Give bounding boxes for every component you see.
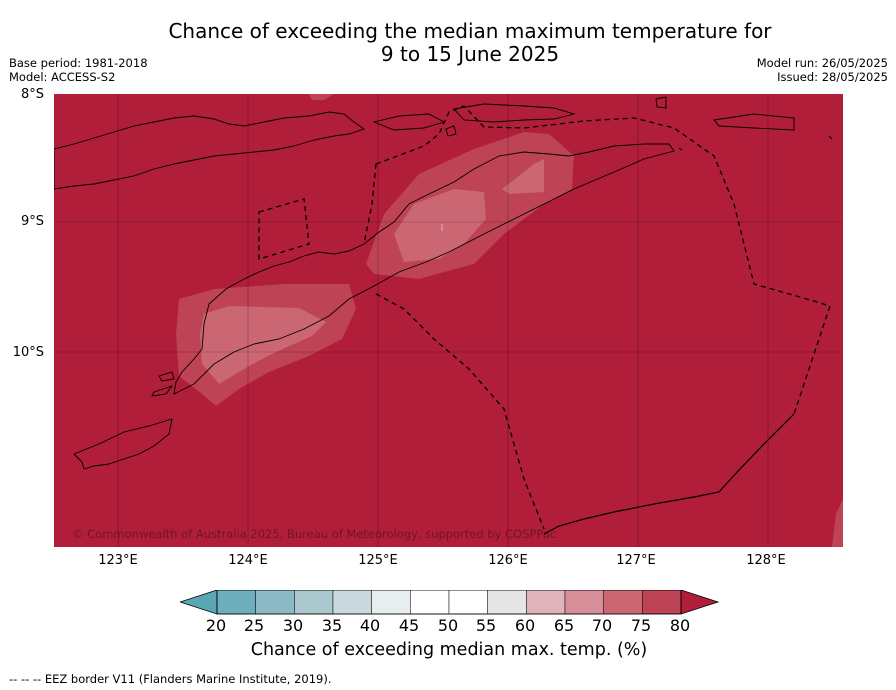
contour-70-75-east [394, 189, 486, 262]
contour-70-75 [200, 306, 326, 384]
colorbar-tick: 80 [669, 616, 691, 635]
lon-label-127e: 127°E [616, 553, 656, 568]
colorbar-tick: 70 [591, 616, 613, 635]
colorbar-cell [487, 590, 527, 615]
lon-label-128e: 128°E [746, 553, 786, 568]
coast-sumba [73, 418, 173, 470]
lat-label-9s: 9°S [20, 214, 44, 229]
lon-label-124e: 124°E [228, 553, 268, 568]
coast-atauro [445, 125, 457, 137]
contour-70-75-tiny [441, 224, 443, 231]
colorbar [180, 590, 720, 615]
eez-footnote: -- -- -- EEZ border V11 (Flanders Marine… [9, 672, 332, 686]
eez-borders [258, 105, 831, 530]
colorbar-title: Chance of exceeding median max. temp. (%… [250, 640, 648, 660]
colorbar-extend-low [180, 590, 218, 615]
coast-timor [173, 143, 675, 395]
coast-wetar [453, 103, 576, 123]
lon-label-125e: 125°E [358, 553, 398, 568]
coast-jaco [678, 147, 683, 151]
colorbar-outline [216, 590, 682, 615]
eez-solid-east [543, 413, 795, 535]
coast-leti [713, 113, 795, 131]
lon-label-126e: 126°E [488, 553, 528, 568]
coast-flores [54, 111, 365, 190]
colorbar-tick: 30 [282, 616, 304, 635]
colorbar-cells [180, 590, 720, 615]
colorbar-tick: 75 [630, 616, 652, 635]
colorbar-cell [332, 590, 372, 615]
eez-south [375, 293, 545, 530]
colorbar-cell [564, 590, 604, 615]
map-panel: © Commonwealth of Australia 2025, Bureau… [54, 94, 843, 547]
colorbar-cell [371, 590, 411, 615]
colorbar-tick: 20 [205, 616, 227, 635]
coast-semau [158, 371, 175, 382]
meta-right: Model run: 26/05/2025 Issued: 28/05/2025 [757, 56, 888, 84]
colorbar-tick: 55 [475, 616, 497, 635]
title-line-2: 9 to 15 June 2025 [380, 42, 560, 66]
colorbar-tick: 45 [398, 616, 420, 635]
eez-north [375, 105, 831, 307]
lat-label-8s: 8°S [20, 87, 44, 102]
colorbar-cell [448, 590, 488, 615]
lat-label-10s: 10°S [12, 345, 44, 360]
contour-top-sliver [309, 94, 334, 100]
colorbar-tick: 35 [321, 616, 343, 635]
colorbar-tick: 65 [553, 616, 575, 635]
colorbar-cell [642, 590, 682, 615]
map-svg: © Commonwealth of Australia 2025, Bureau… [54, 94, 843, 547]
chart-title: Chance of exceeding the median maximum t… [0, 20, 896, 66]
title-line-1: Chance of exceeding the median maximum t… [168, 19, 772, 43]
colorbar-tick: 40 [359, 616, 381, 635]
colorbar-cell [410, 590, 450, 615]
model-name: Model: ACCESS-S2 [9, 70, 116, 84]
colorbar-cell [526, 590, 566, 615]
contour-70-75-ne [502, 159, 544, 194]
coast-kisar [655, 96, 667, 109]
copyright-text: © Commonwealth of Australia 2025, Bureau… [72, 527, 556, 541]
coast-rote [151, 385, 174, 397]
graticule [54, 94, 843, 547]
colorbar-tick: 50 [437, 616, 459, 635]
meta-left: Base period: 1981-2018 Model: ACCESS-S2 [9, 56, 148, 84]
colorbar-tick: 25 [243, 616, 265, 635]
lon-label-123e: 123°E [98, 553, 138, 568]
colorbar-cell [603, 590, 643, 615]
eez-east [793, 305, 831, 415]
eez-west [363, 163, 377, 245]
contour-far-se [832, 499, 843, 547]
colorbar-cell [255, 590, 295, 615]
colorbar-cell [294, 590, 334, 615]
issued-date: Issued: 28/05/2025 [777, 70, 888, 84]
colorbar-extend-high [680, 590, 720, 615]
coast-ne-pt [828, 135, 833, 140]
colorbar-cell [216, 590, 256, 615]
base-period: Base period: 1981-2018 [9, 56, 148, 70]
coastlines [54, 96, 833, 470]
colorbar-tick: 60 [514, 616, 536, 635]
eez-oecusse [258, 198, 310, 260]
model-run: Model run: 26/05/2025 [756, 56, 888, 70]
